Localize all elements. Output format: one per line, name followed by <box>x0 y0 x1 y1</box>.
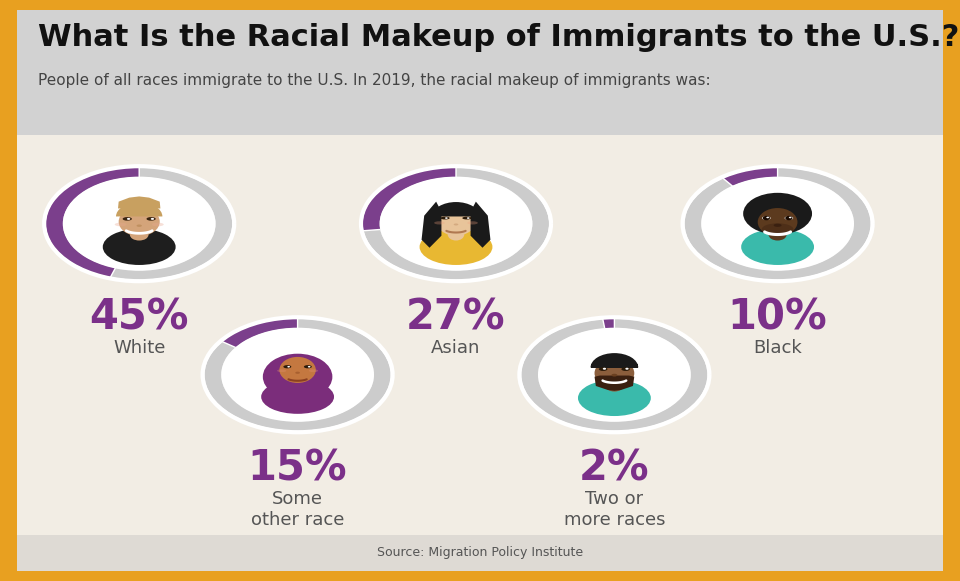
Polygon shape <box>421 202 442 248</box>
Wedge shape <box>362 167 456 231</box>
Text: People of all races immigrate to the U.S. In 2019, the racial makeup of immigran: People of all races immigrate to the U.S… <box>38 73 711 88</box>
Ellipse shape <box>437 207 475 236</box>
Circle shape <box>743 193 812 235</box>
Ellipse shape <box>114 223 127 226</box>
FancyBboxPatch shape <box>17 10 943 571</box>
Text: Two or
more races: Two or more races <box>564 490 665 529</box>
Ellipse shape <box>283 365 291 368</box>
Ellipse shape <box>136 224 142 227</box>
Wedge shape <box>222 318 298 348</box>
Wedge shape <box>432 202 480 217</box>
Ellipse shape <box>741 229 814 265</box>
Ellipse shape <box>757 208 798 236</box>
Polygon shape <box>470 202 491 248</box>
Ellipse shape <box>447 228 465 241</box>
Circle shape <box>381 178 531 269</box>
Wedge shape <box>204 318 392 432</box>
Wedge shape <box>45 167 233 281</box>
Text: Black: Black <box>754 339 802 357</box>
Circle shape <box>789 217 791 218</box>
Ellipse shape <box>147 217 156 221</box>
Ellipse shape <box>296 372 300 374</box>
Circle shape <box>151 218 155 220</box>
Circle shape <box>308 366 310 368</box>
Circle shape <box>603 368 606 370</box>
Ellipse shape <box>103 229 176 265</box>
Ellipse shape <box>441 217 449 220</box>
Ellipse shape <box>761 223 794 235</box>
Ellipse shape <box>621 367 630 371</box>
Text: White: White <box>113 339 165 357</box>
Wedge shape <box>684 167 872 281</box>
Ellipse shape <box>277 370 286 372</box>
Text: 45%: 45% <box>89 297 189 339</box>
Text: Some
other race: Some other race <box>251 490 345 529</box>
Circle shape <box>287 366 290 368</box>
Circle shape <box>762 216 770 220</box>
Text: 27%: 27% <box>406 297 506 339</box>
Text: Asian: Asian <box>431 339 481 357</box>
Text: 10%: 10% <box>728 297 828 339</box>
Ellipse shape <box>279 357 316 383</box>
Ellipse shape <box>119 207 159 236</box>
Ellipse shape <box>784 216 793 220</box>
Circle shape <box>625 368 629 370</box>
FancyBboxPatch shape <box>17 535 943 571</box>
Circle shape <box>785 216 793 220</box>
Circle shape <box>540 329 689 420</box>
Ellipse shape <box>261 380 334 414</box>
Wedge shape <box>362 167 550 281</box>
Wedge shape <box>45 167 139 278</box>
Ellipse shape <box>578 380 651 416</box>
Ellipse shape <box>769 229 786 241</box>
Circle shape <box>127 218 131 220</box>
Circle shape <box>766 217 769 218</box>
Ellipse shape <box>599 367 608 371</box>
Wedge shape <box>590 353 638 368</box>
Circle shape <box>64 178 214 269</box>
Polygon shape <box>118 196 160 209</box>
FancyBboxPatch shape <box>590 364 638 368</box>
Text: Source: Migration Policy Institute: Source: Migration Policy Institute <box>377 546 583 559</box>
Ellipse shape <box>420 229 492 265</box>
Circle shape <box>467 217 469 219</box>
Ellipse shape <box>152 223 164 226</box>
Circle shape <box>703 178 852 269</box>
Ellipse shape <box>434 221 444 224</box>
Ellipse shape <box>463 217 471 220</box>
Ellipse shape <box>304 365 312 368</box>
Circle shape <box>223 329 372 420</box>
Wedge shape <box>603 318 614 329</box>
Ellipse shape <box>263 354 332 400</box>
Ellipse shape <box>309 370 318 372</box>
Ellipse shape <box>454 224 458 225</box>
Text: 15%: 15% <box>248 448 348 490</box>
Ellipse shape <box>606 381 623 392</box>
Text: What Is the Racial Makeup of Immigrants to the U.S.?: What Is the Racial Makeup of Immigrants … <box>38 23 960 52</box>
Ellipse shape <box>612 374 617 376</box>
Ellipse shape <box>468 221 478 224</box>
Polygon shape <box>594 375 635 391</box>
Ellipse shape <box>594 359 635 387</box>
Wedge shape <box>116 202 162 217</box>
Circle shape <box>445 217 447 219</box>
Wedge shape <box>520 318 708 432</box>
Ellipse shape <box>774 224 781 227</box>
Ellipse shape <box>757 208 798 236</box>
Wedge shape <box>722 167 778 187</box>
Text: 2%: 2% <box>579 448 650 490</box>
Ellipse shape <box>762 216 771 220</box>
Ellipse shape <box>123 217 132 221</box>
Ellipse shape <box>130 229 149 241</box>
FancyBboxPatch shape <box>17 10 943 135</box>
